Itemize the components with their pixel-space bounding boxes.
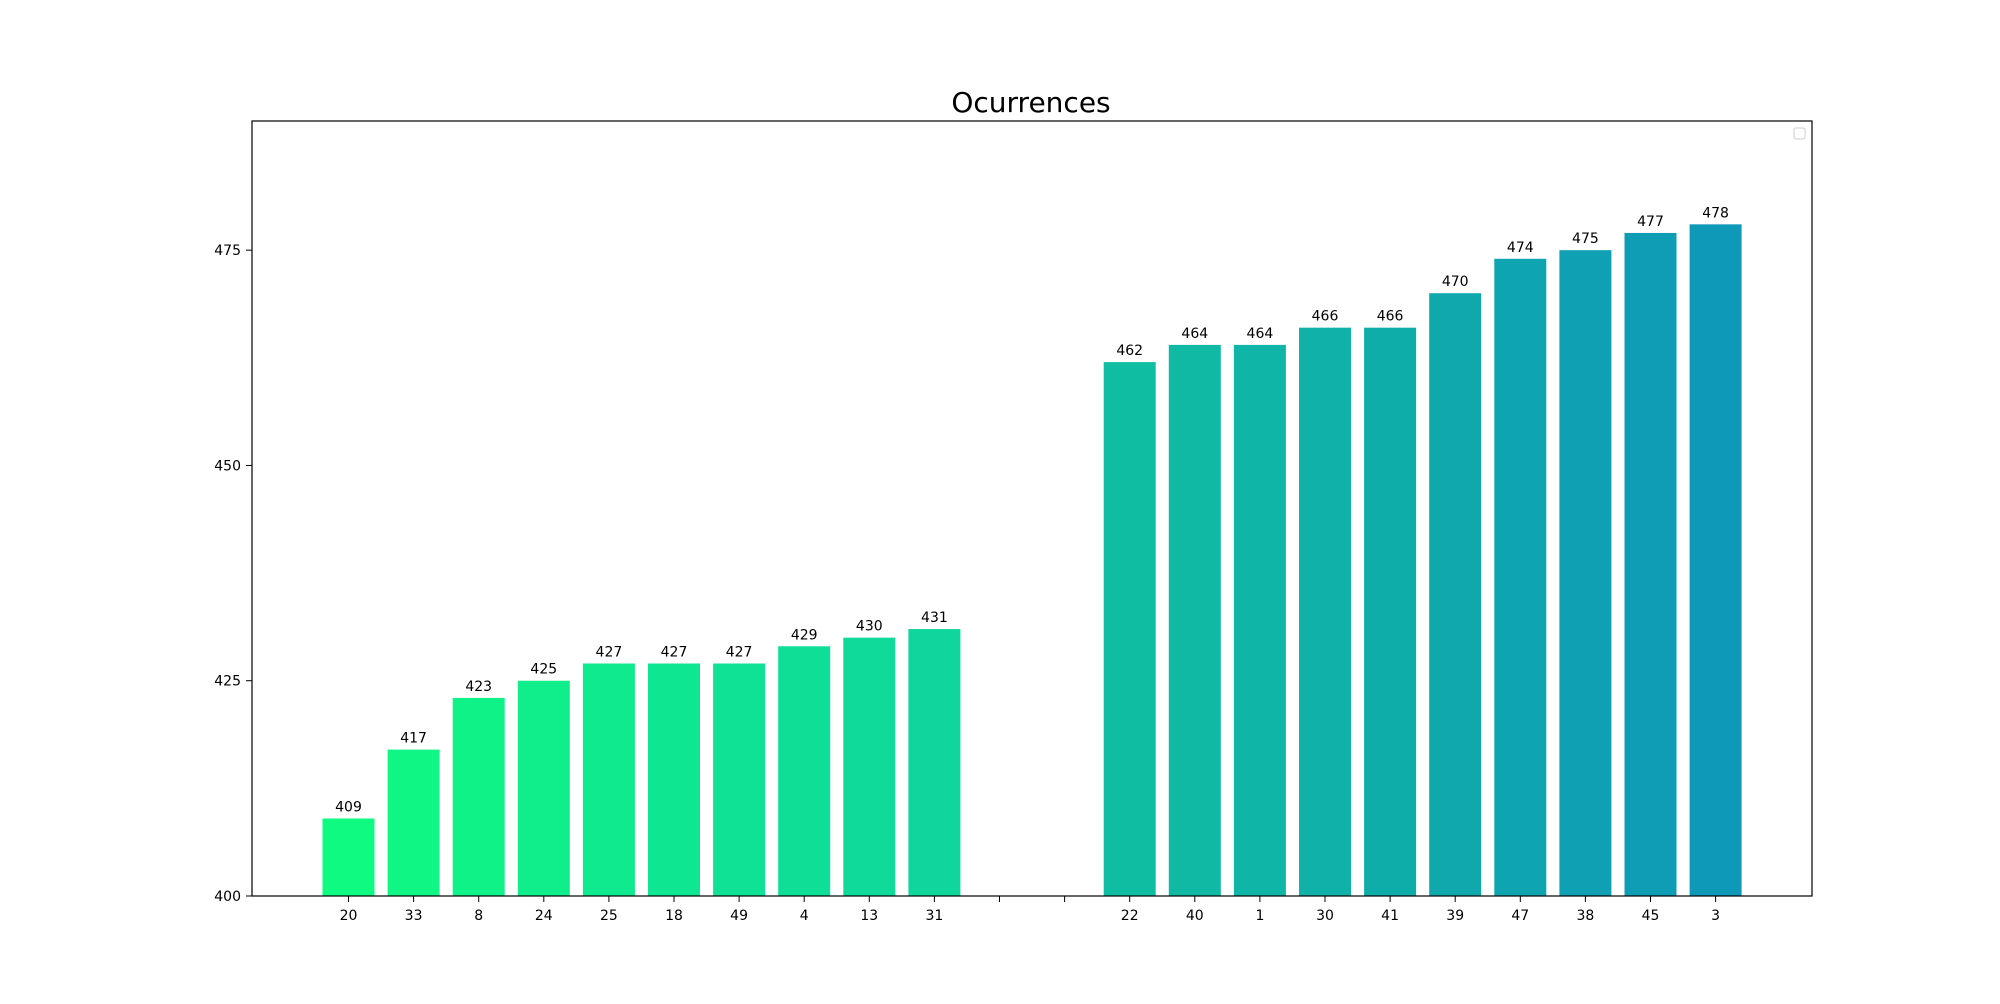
- x-tick-label: 22: [1121, 908, 1139, 924]
- x-tick-label: 38: [1576, 908, 1594, 924]
- bar-value-label: 466: [1377, 309, 1404, 325]
- bar-value-label: 427: [661, 645, 688, 661]
- bar-value-label: 427: [726, 645, 753, 661]
- bar-value-label: 423: [465, 679, 492, 695]
- bar: [843, 637, 896, 896]
- bar-value-label: 474: [1507, 240, 1534, 256]
- bar: [1103, 362, 1156, 897]
- x-tick-label: 20: [340, 908, 358, 924]
- x-tick-label: 40: [1186, 908, 1204, 924]
- legend-box: [1793, 127, 1806, 140]
- bar: [908, 629, 961, 896]
- plot-frame: [251, 120, 1813, 897]
- x-tick-label: 45: [1642, 908, 1660, 924]
- bar: [1233, 344, 1286, 896]
- y-tick-label: 425: [214, 674, 241, 690]
- bar-value-label: 425: [530, 662, 557, 678]
- bar-value-label: 417: [400, 731, 427, 747]
- bar: [1364, 327, 1417, 897]
- bar: [648, 663, 700, 896]
- bar-value-label: 464: [1181, 326, 1208, 342]
- x-tick-label: 13: [860, 908, 878, 924]
- x-tick-label: 8: [474, 908, 483, 924]
- bar: [1689, 224, 1742, 897]
- bar-value-label: 466: [1312, 309, 1339, 325]
- x-tick-label: 41: [1381, 908, 1399, 924]
- x-tick-label: 24: [535, 908, 553, 924]
- bars-layer: [322, 224, 1742, 897]
- bar-value-label: 477: [1637, 214, 1664, 230]
- bar-value-label: 462: [1116, 343, 1143, 359]
- bar: [1559, 250, 1612, 896]
- bar-value-label: 431: [921, 610, 948, 626]
- x-tick-label: 30: [1316, 908, 1334, 924]
- x-tick-label: 49: [730, 908, 748, 924]
- chart-title: Ocurrences: [951, 86, 1110, 119]
- bar: [322, 818, 375, 896]
- bar: [1299, 327, 1351, 897]
- y-tick-label: 400: [214, 889, 241, 905]
- y-axis: 400 425 450 475: [214, 243, 252, 905]
- x-axis: 20 33 8 24 25 18 49 4 13 31 22 40 1 30 41 39 47 38 45 3: [340, 896, 1720, 924]
- bar-value-label: 427: [596, 645, 623, 661]
- bar: [517, 680, 570, 896]
- y-tick-label: 475: [214, 243, 241, 259]
- x-tick-label: 33: [405, 908, 423, 924]
- x-tick-label: 3: [1711, 908, 1720, 924]
- bar-value-label: 429: [791, 627, 818, 643]
- bar: [778, 646, 831, 896]
- bar: [1168, 344, 1221, 896]
- bar: [1494, 258, 1547, 896]
- x-tick-label: 25: [600, 908, 618, 924]
- bar-value-label: 470: [1442, 274, 1469, 290]
- y-tick-label: 450: [214, 458, 241, 474]
- bar: [387, 749, 440, 896]
- bar-value-label: 430: [856, 619, 883, 635]
- bar: [1429, 293, 1482, 896]
- x-tick-label: 31: [925, 908, 943, 924]
- bar-value-label: 409: [335, 800, 362, 816]
- bar: [452, 697, 505, 896]
- bar: [713, 663, 766, 896]
- bar: [582, 663, 635, 896]
- bar-value-label: 464: [1247, 326, 1274, 342]
- bar-value-label: 475: [1572, 231, 1599, 247]
- x-tick-label: 18: [665, 908, 683, 924]
- x-tick-label: 4: [800, 908, 809, 924]
- bar-value-label: 478: [1702, 205, 1729, 221]
- x-tick-label: 39: [1446, 908, 1464, 924]
- x-tick-label: 47: [1511, 908, 1529, 924]
- bar: [1624, 232, 1677, 896]
- x-tick-label: 1: [1255, 908, 1264, 924]
- data-labels-layer: 409 417 423 425 427 427 427 429 430 431 462 464 464 4…: [335, 205, 1729, 815]
